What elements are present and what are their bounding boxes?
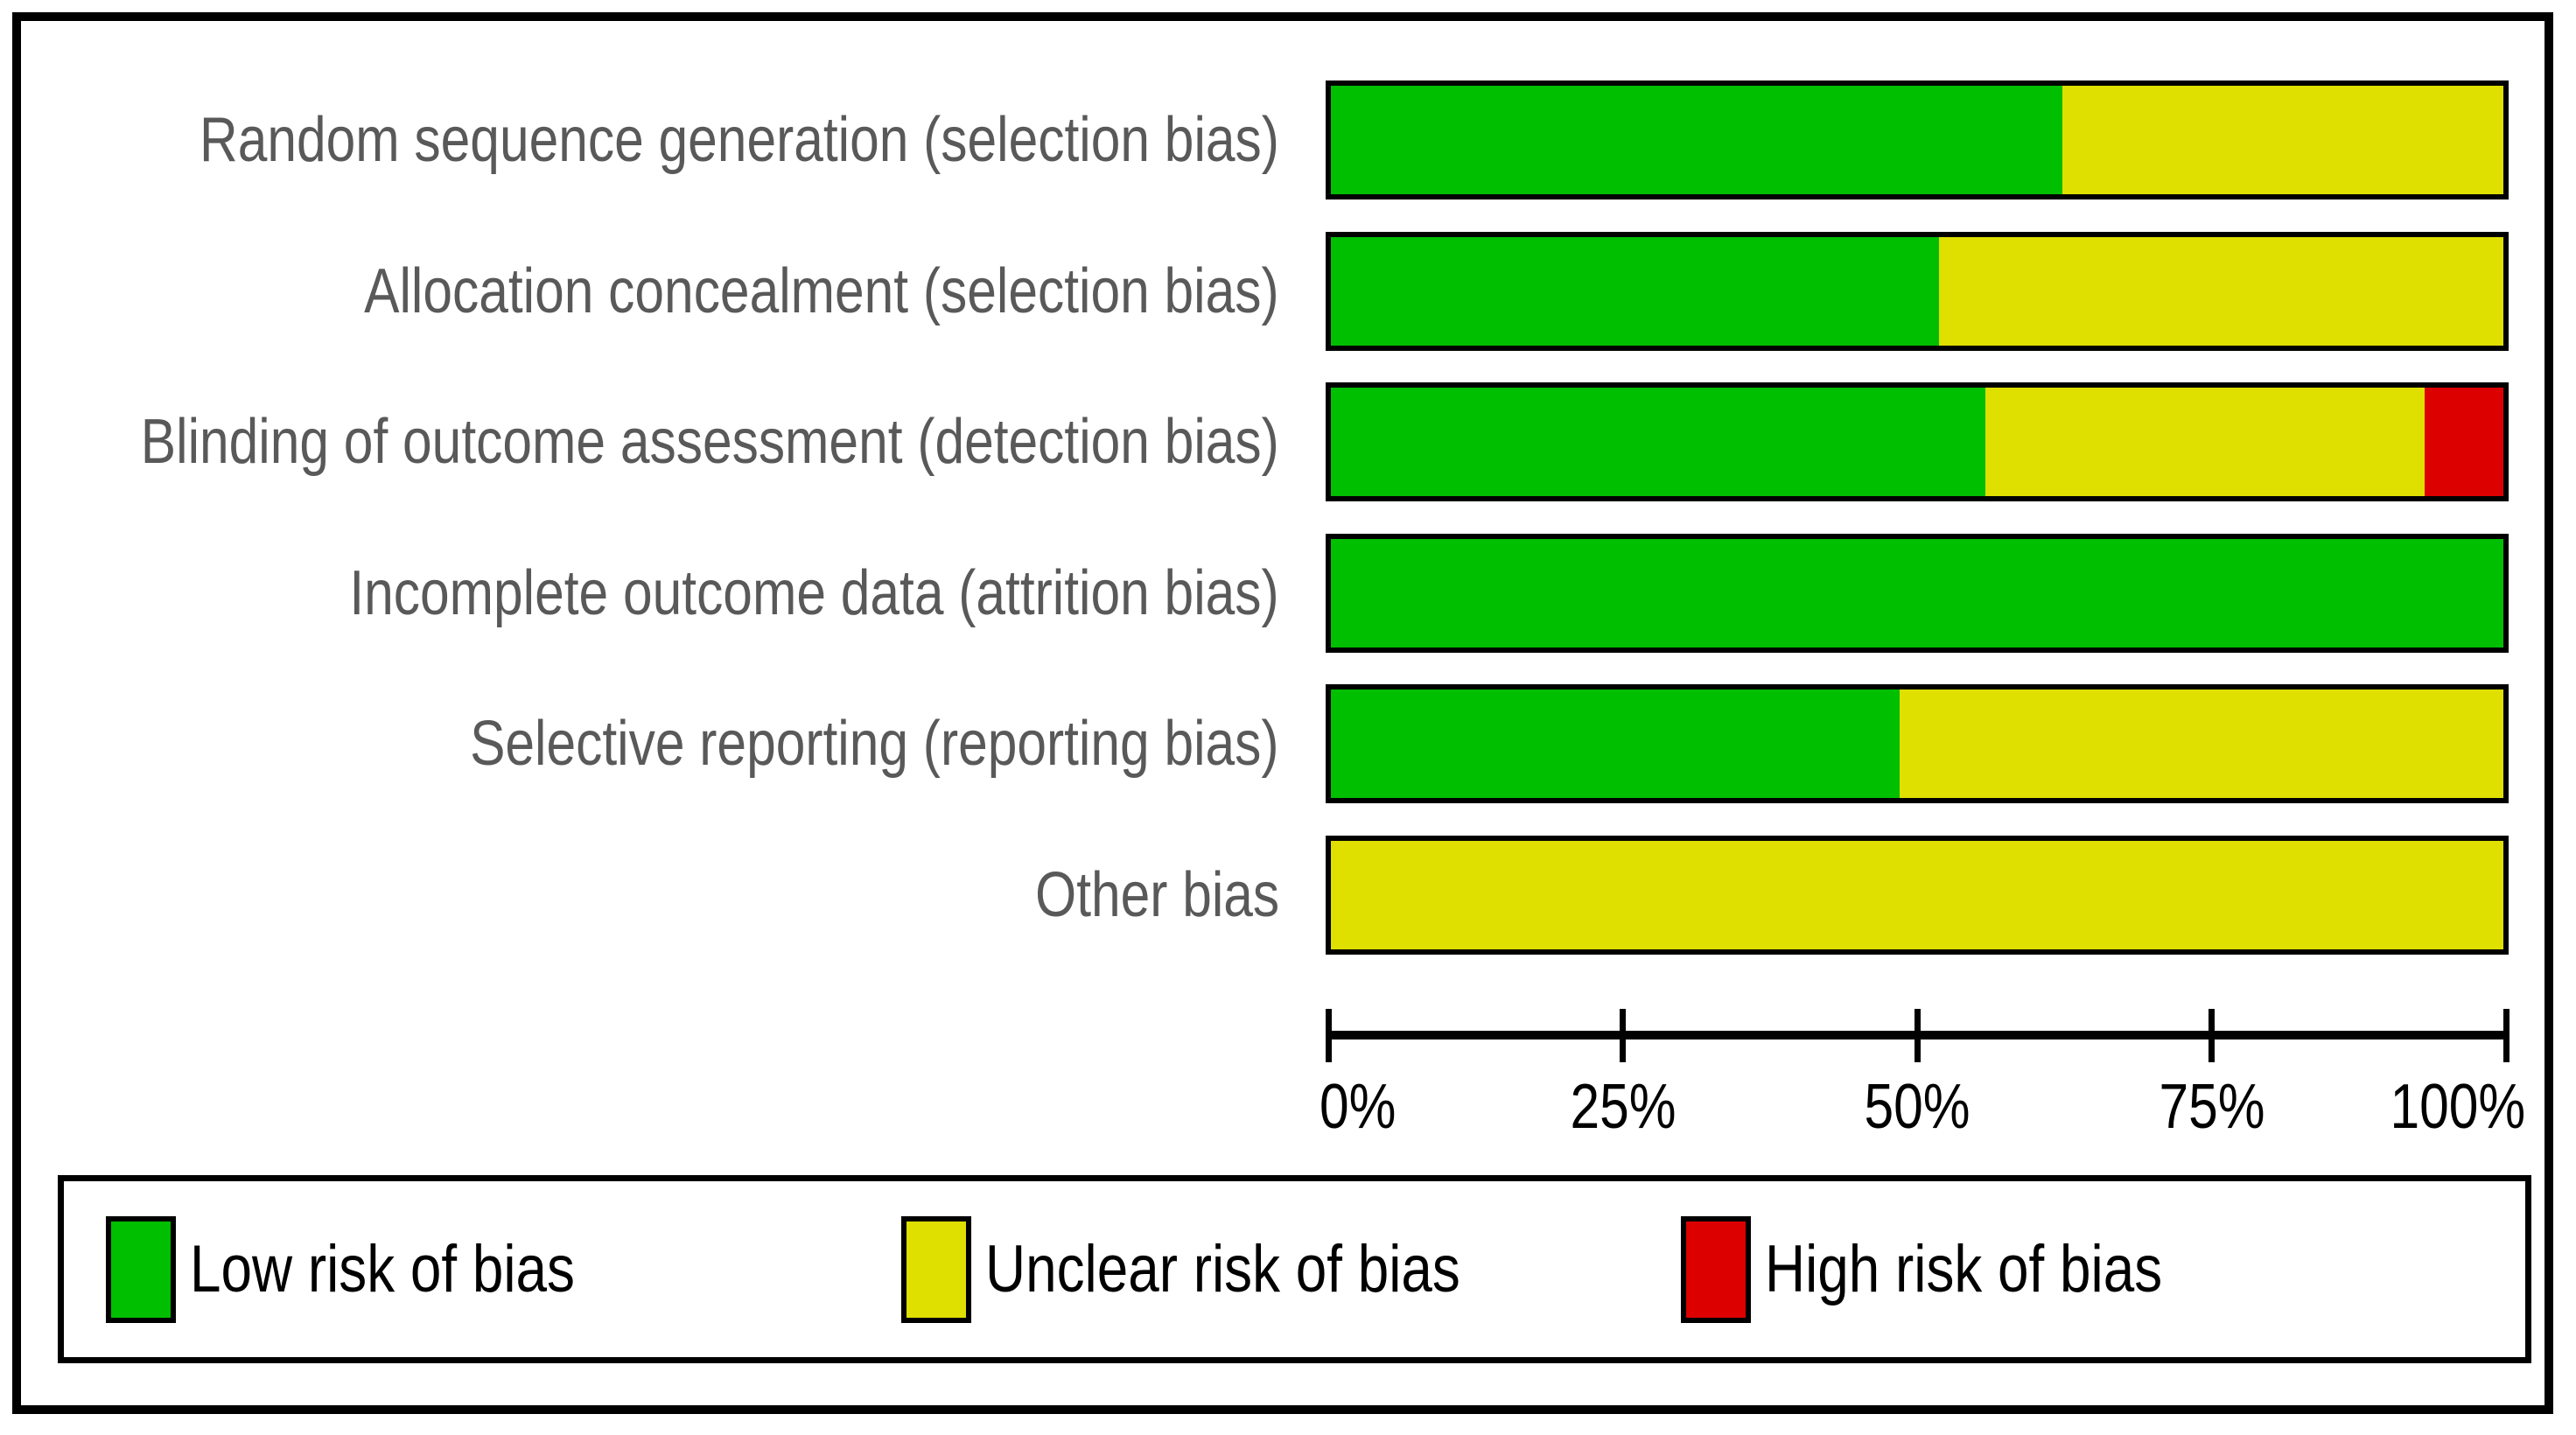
axis-tick [1620,1009,1626,1062]
bar-segment-low [1331,388,1985,496]
axis-tick [1914,1009,1921,1062]
legend-swatch-unclear [901,1215,971,1323]
axis-tick-label: 100% [2390,1072,2525,1142]
bar-segment-low [1331,237,1940,346]
bar-segment-unclear [1899,690,2503,798]
category-label: Other bias [0,836,1279,955]
axis-tick-label: 0% [1320,1072,1396,1142]
category-label-text: Allocation concealment (selection bias) [364,256,1279,326]
axis-tick [2208,1009,2215,1062]
axis-tick-label: 25% [1570,1072,1676,1142]
stacked-bar [1326,232,2509,351]
bar-segment-low [1331,690,1900,798]
category-label-text: Other bias [1034,860,1279,930]
legend: Low risk of bias Unclear risk of bias High… [58,1175,2531,1363]
legend-label-low: Low risk of bias [190,1232,575,1306]
category-label-text: Random sequence generation (selection bi… [200,105,1279,175]
legend-swatch-low [106,1215,176,1323]
bar-segment-low [1331,539,2503,648]
category-label-text: Selective reporting (reporting bias) [470,709,1279,779]
category-label: Selective reporting (reporting bias) [0,684,1279,803]
stacked-bar [1326,684,2509,803]
legend-item-unclear: Unclear risk of bias [901,1215,1550,1323]
axis-tick [2503,1009,2510,1062]
legend-swatch-high [1681,1215,1751,1323]
legend-label-unclear: Unclear risk of bias [985,1232,1460,1306]
bar-segment-unclear [1984,388,2426,496]
stacked-bar [1326,534,2509,653]
legend-item-high: High risk of bias [1681,1215,2238,1323]
bar-segment-high [2425,388,2503,496]
axis-tick-label: 75% [2159,1072,2265,1142]
legend-label-high: High risk of bias [1765,1232,2163,1306]
category-label-text: Incomplete outcome data (attrition bias) [349,558,1279,628]
category-label: Random sequence generation (selection bi… [0,80,1279,200]
bar-segment-unclear [1939,237,2503,346]
bar-segment-low [1331,86,2063,194]
bar-segment-unclear [2062,86,2503,194]
category-label: Blinding of outcome assessment (detectio… [0,382,1279,501]
stacked-bar [1326,382,2509,501]
bar-segment-unclear [1331,841,2503,949]
category-label-text: Blinding of outcome assessment (detectio… [140,407,1279,477]
stacked-bar [1326,836,2509,955]
legend-item-low: Low risk of bias [106,1215,648,1323]
stacked-bar [1326,80,2509,200]
axis-tick [1326,1009,1332,1062]
axis-tick-label: 50% [1864,1072,1970,1142]
category-label: Allocation concealment (selection bias) [0,232,1279,351]
category-label: Incomplete outcome data (attrition bias) [0,534,1279,653]
